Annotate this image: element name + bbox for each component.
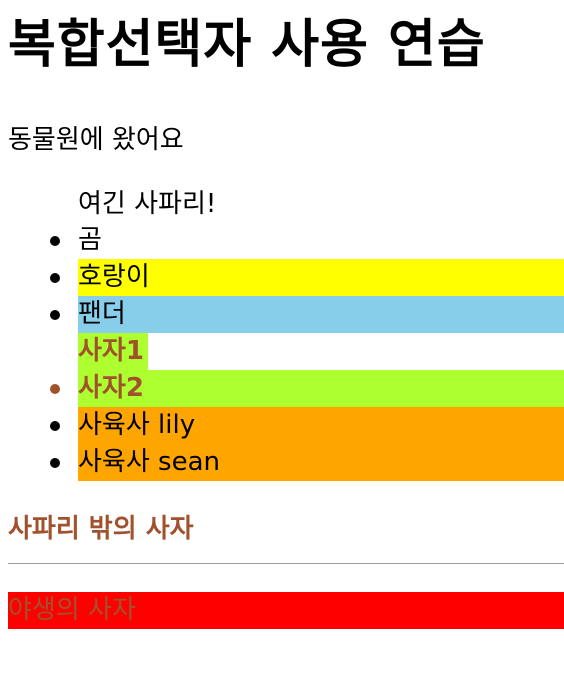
list-item-label: 사육사 lily [78,410,196,440]
list-item-keeper-lily: 사육사 lily [50,407,564,444]
list-item-label: 사자2 [78,373,144,403]
list-item-lion1: 사자1 [78,333,564,370]
intro-text: 동물원에 왔어요 [8,125,184,155]
bullet-icon [50,310,60,320]
list-item-bear: 곰 [50,222,564,259]
bullet-icon [50,384,60,394]
list-item-tiger: 호랑이 [50,259,564,296]
divider [8,563,564,564]
list-item-keeper-sean: 사육사 sean [50,444,564,481]
list-item-label: 곰 [78,225,102,255]
list-item-lion2: 사자2 [50,370,564,407]
list-item-label: 사육사 sean [78,447,220,477]
bullet-icon [50,236,60,246]
bullet-icon [50,458,60,468]
list-item-panda: 팬더 [50,296,564,333]
wild-lion-text: 야생의 사자 [8,592,564,629]
list-item-label: 사자1 [78,333,148,370]
safari-list: 여긴 사파리! 곰 호랑이 팬더 사자1 사자2 사육사 lily 사육사 se… [8,186,564,481]
outside-lion-heading: 사파리 밖의 사자 [8,514,194,544]
page-title: 복합선택자 사용 연습 [8,15,486,75]
safari-caption: 여긴 사파리! [78,189,217,219]
bullet-icon [50,421,60,431]
list-item-label: 팬더 [78,299,126,329]
bullet-icon [50,273,60,283]
list-item-label: 호랑이 [78,262,150,292]
page: 복합선택자 사용 연습 동물원에 왔어요 여긴 사파리! 곰 호랑이 팬더 사자… [8,0,564,629]
